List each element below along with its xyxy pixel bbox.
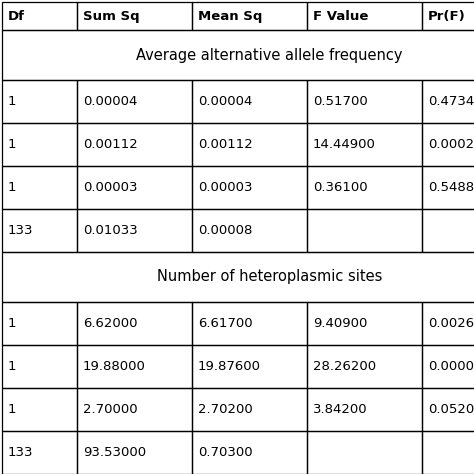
Bar <box>2 302 77 345</box>
Text: 133: 133 <box>8 446 34 459</box>
Text: 133: 133 <box>8 224 34 237</box>
Bar <box>2 388 77 431</box>
Text: Average alternative allele frequency: Average alternative allele frequency <box>136 47 403 63</box>
Text: 9.40900: 9.40900 <box>313 317 367 330</box>
Bar <box>2 345 77 388</box>
Bar <box>2 80 77 123</box>
Bar <box>307 80 422 123</box>
Text: 28.26200: 28.26200 <box>313 360 376 373</box>
Bar <box>422 2 474 30</box>
Bar <box>307 2 422 30</box>
Bar <box>77 80 192 123</box>
Bar <box>307 302 422 345</box>
Text: 19.88000: 19.88000 <box>83 360 146 373</box>
Bar <box>307 166 422 209</box>
Text: 0.54886: 0.54886 <box>428 181 474 194</box>
Bar <box>422 388 474 431</box>
Text: 0.70300: 0.70300 <box>198 446 253 459</box>
Bar <box>77 123 192 166</box>
Text: 0.00000: 0.00000 <box>428 360 474 373</box>
Text: 0.00262: 0.00262 <box>428 317 474 330</box>
Text: 1: 1 <box>8 181 17 194</box>
Bar <box>77 345 192 388</box>
Text: 0.00004: 0.00004 <box>198 95 252 108</box>
Bar <box>422 209 474 252</box>
Bar <box>192 166 307 209</box>
Bar <box>77 2 192 30</box>
Bar <box>2 123 77 166</box>
Bar <box>307 209 422 252</box>
Bar <box>307 388 422 431</box>
Text: 2.70200: 2.70200 <box>198 403 253 416</box>
Bar <box>2 431 77 474</box>
Bar <box>422 123 474 166</box>
Bar <box>77 209 192 252</box>
Bar <box>77 166 192 209</box>
Text: 93.53000: 93.53000 <box>83 446 146 459</box>
Text: 2.70000: 2.70000 <box>83 403 137 416</box>
Text: 6.61700: 6.61700 <box>198 317 253 330</box>
Text: 3.84200: 3.84200 <box>313 403 368 416</box>
Text: 14.44900: 14.44900 <box>313 138 376 151</box>
Text: 0.51700: 0.51700 <box>313 95 368 108</box>
Bar <box>2 2 77 30</box>
Bar <box>77 388 192 431</box>
Text: 0.47344: 0.47344 <box>428 95 474 108</box>
Text: Df: Df <box>8 9 25 22</box>
Bar <box>422 345 474 388</box>
Text: 1: 1 <box>8 138 17 151</box>
Bar <box>422 302 474 345</box>
Text: Sum Sq: Sum Sq <box>83 9 140 22</box>
Text: 6.62000: 6.62000 <box>83 317 137 330</box>
Text: 0.00003: 0.00003 <box>198 181 253 194</box>
Bar <box>192 345 307 388</box>
Bar <box>77 302 192 345</box>
Text: 0.00022: 0.00022 <box>428 138 474 151</box>
Bar <box>192 80 307 123</box>
Bar <box>2 166 77 209</box>
Bar <box>192 123 307 166</box>
Text: 0.36100: 0.36100 <box>313 181 368 194</box>
Bar <box>192 431 307 474</box>
Bar <box>77 431 192 474</box>
Text: 0.00008: 0.00008 <box>198 224 252 237</box>
Text: 1: 1 <box>8 360 17 373</box>
Bar <box>307 123 422 166</box>
Text: 1: 1 <box>8 403 17 416</box>
Text: 0.00112: 0.00112 <box>198 138 253 151</box>
Text: 19.87600: 19.87600 <box>198 360 261 373</box>
Text: Pr(F): Pr(F) <box>428 9 466 22</box>
Text: 1: 1 <box>8 317 17 330</box>
Text: Number of heteroplasmic sites: Number of heteroplasmic sites <box>157 270 382 284</box>
Bar <box>422 166 474 209</box>
Bar <box>192 302 307 345</box>
Bar <box>2 252 474 302</box>
Bar <box>192 209 307 252</box>
Bar <box>307 431 422 474</box>
Bar <box>192 2 307 30</box>
Bar <box>307 345 422 388</box>
Text: Mean Sq: Mean Sq <box>198 9 263 22</box>
Bar <box>422 80 474 123</box>
Text: 1: 1 <box>8 95 17 108</box>
Text: 0.00003: 0.00003 <box>83 181 137 194</box>
Text: 0.00004: 0.00004 <box>83 95 137 108</box>
Bar <box>2 30 474 80</box>
Text: 0.01033: 0.01033 <box>83 224 138 237</box>
Text: F Value: F Value <box>313 9 368 22</box>
Bar <box>192 388 307 431</box>
Text: 0.05207: 0.05207 <box>428 403 474 416</box>
Text: 0.00112: 0.00112 <box>83 138 138 151</box>
Bar <box>422 431 474 474</box>
Bar <box>2 209 77 252</box>
